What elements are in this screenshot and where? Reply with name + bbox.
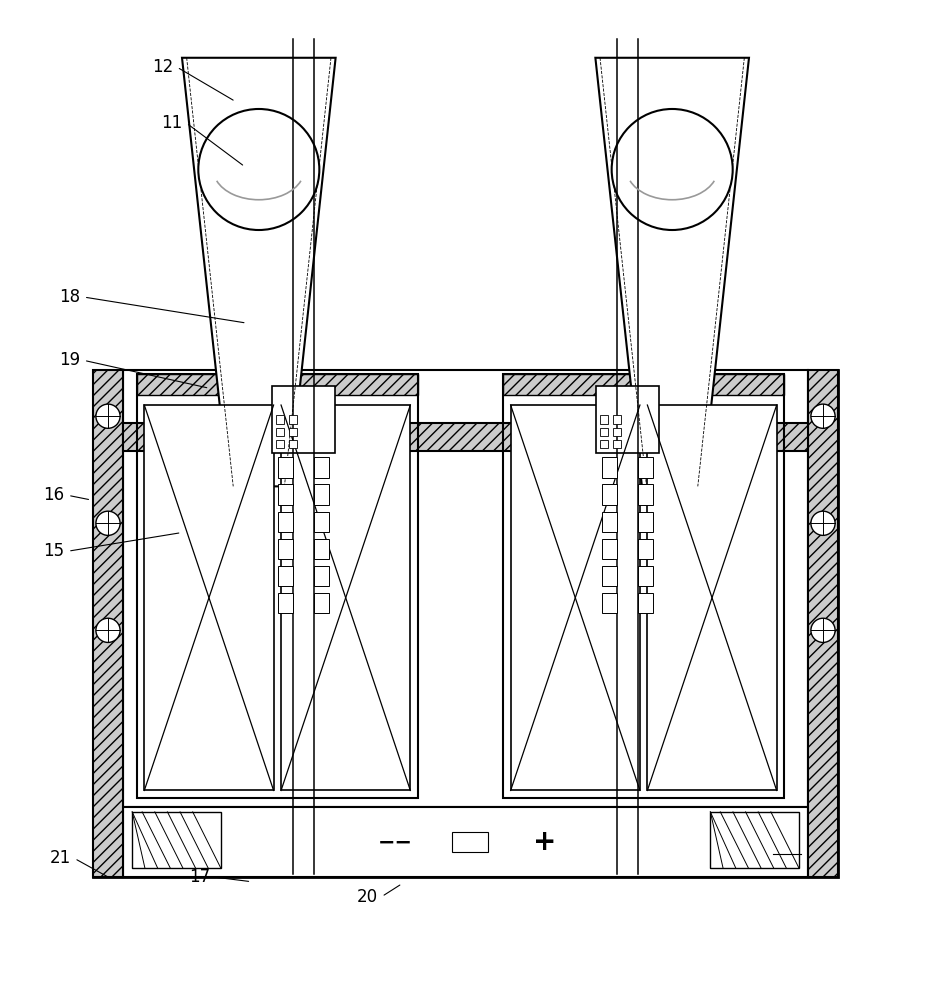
Bar bbox=[144, 405, 274, 790]
Circle shape bbox=[811, 404, 835, 428]
Bar bbox=[123, 423, 808, 451]
Text: 16: 16 bbox=[44, 486, 64, 504]
Bar bbox=[289, 415, 298, 424]
Bar bbox=[614, 440, 622, 448]
Text: 19: 19 bbox=[60, 351, 80, 369]
Bar bbox=[600, 428, 609, 436]
Bar bbox=[278, 512, 293, 532]
Circle shape bbox=[96, 511, 120, 535]
Bar bbox=[638, 593, 653, 613]
Bar bbox=[602, 512, 617, 532]
Bar bbox=[452, 832, 488, 852]
Bar bbox=[602, 484, 617, 505]
Bar bbox=[289, 440, 298, 448]
Bar bbox=[710, 812, 799, 868]
Bar bbox=[602, 566, 617, 586]
Circle shape bbox=[811, 618, 835, 642]
Bar bbox=[281, 405, 411, 790]
Polygon shape bbox=[182, 58, 336, 486]
Bar bbox=[314, 566, 329, 586]
Circle shape bbox=[811, 511, 835, 535]
Bar bbox=[597, 386, 659, 453]
Bar bbox=[510, 405, 640, 790]
Circle shape bbox=[96, 404, 120, 428]
Bar bbox=[93, 370, 838, 877]
Text: 21: 21 bbox=[50, 849, 71, 867]
Bar bbox=[808, 370, 838, 877]
Bar bbox=[602, 593, 617, 613]
Text: 11: 11 bbox=[162, 114, 182, 132]
Circle shape bbox=[198, 109, 319, 230]
Bar bbox=[276, 415, 285, 424]
Bar bbox=[638, 539, 653, 559]
Text: 18: 18 bbox=[60, 288, 80, 306]
Bar bbox=[276, 440, 285, 448]
Text: −−: −− bbox=[378, 832, 413, 852]
Bar bbox=[278, 539, 293, 559]
Bar bbox=[503, 374, 784, 395]
Bar bbox=[278, 566, 293, 586]
Bar bbox=[276, 428, 285, 436]
Bar bbox=[278, 457, 293, 478]
Bar bbox=[314, 484, 329, 505]
Text: 17: 17 bbox=[190, 868, 210, 886]
Circle shape bbox=[612, 109, 733, 230]
Bar bbox=[314, 539, 329, 559]
Bar bbox=[278, 593, 293, 613]
Bar bbox=[638, 512, 653, 532]
Circle shape bbox=[96, 618, 120, 642]
Bar bbox=[289, 428, 298, 436]
Text: 15: 15 bbox=[44, 542, 64, 560]
Text: +: + bbox=[533, 828, 557, 856]
Bar bbox=[137, 374, 418, 395]
Bar bbox=[314, 593, 329, 613]
Bar bbox=[272, 386, 335, 453]
Bar bbox=[638, 566, 653, 586]
Bar bbox=[638, 457, 653, 478]
Bar bbox=[132, 812, 221, 868]
Bar bbox=[123, 807, 808, 877]
Bar bbox=[123, 370, 808, 807]
Polygon shape bbox=[596, 58, 749, 486]
Bar bbox=[503, 374, 784, 798]
Bar bbox=[614, 415, 622, 424]
Bar bbox=[647, 405, 776, 790]
Bar bbox=[638, 484, 653, 505]
Bar bbox=[600, 440, 609, 448]
Text: 12: 12 bbox=[153, 58, 173, 76]
Text: 20: 20 bbox=[358, 888, 378, 906]
Bar bbox=[602, 457, 617, 478]
Bar bbox=[314, 457, 329, 478]
Bar bbox=[602, 539, 617, 559]
Bar bbox=[93, 370, 123, 877]
Bar bbox=[278, 484, 293, 505]
Bar bbox=[614, 428, 622, 436]
Bar bbox=[137, 374, 418, 798]
Bar bbox=[600, 415, 609, 424]
Bar bbox=[314, 512, 329, 532]
